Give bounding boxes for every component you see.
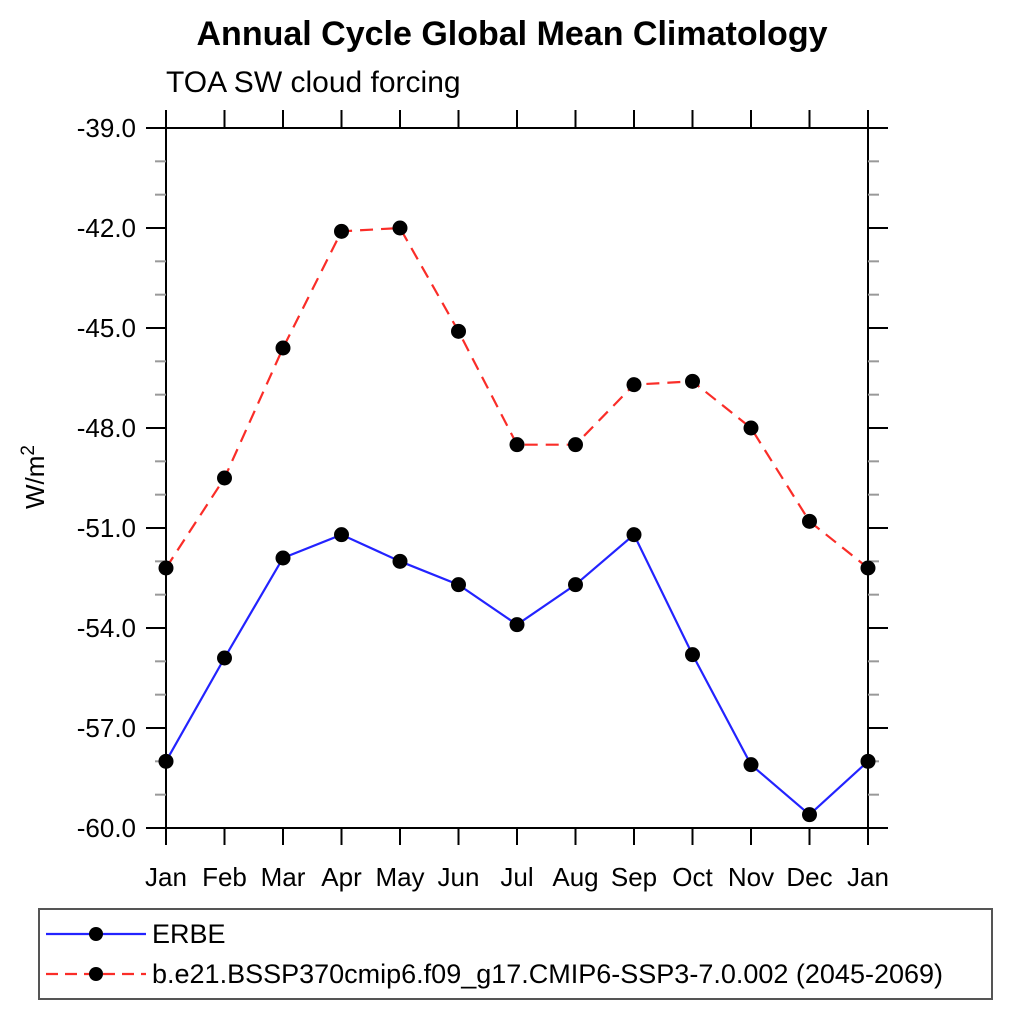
series-0-marker-oct xyxy=(685,647,700,663)
x-tick-label: Sep xyxy=(611,862,657,892)
x-tick-label: Dec xyxy=(786,862,832,892)
y-tick-label: -57.0 xyxy=(77,713,136,743)
series-1-marker-jan xyxy=(158,560,174,576)
x-tick-label: May xyxy=(375,862,424,892)
x-tick-label: Jun xyxy=(438,862,480,892)
series-1-marker-oct xyxy=(685,373,700,389)
y-tick-label: -45.0 xyxy=(77,313,136,343)
x-tick-label: Apr xyxy=(321,862,362,892)
legend-label-erbe: ERBE xyxy=(152,918,226,949)
y-axis-title: W/m2 xyxy=(18,445,50,509)
legend-line-sample-model xyxy=(46,967,146,981)
series-0-marker-sep xyxy=(626,527,642,543)
x-tick-label: Jan xyxy=(145,862,187,892)
series-0-marker-jan xyxy=(860,753,876,769)
chart-subtitle: TOA SW cloud forcing xyxy=(166,66,461,99)
y-tick-label: -60.0 xyxy=(77,813,136,843)
series-0-marker-feb xyxy=(217,650,232,666)
legend-marker xyxy=(89,927,103,941)
x-tick-label: Jul xyxy=(500,862,533,892)
y-tick-label: -51.0 xyxy=(77,513,136,543)
x-tick-label: Aug xyxy=(552,862,598,892)
series-0-marker-apr xyxy=(334,527,349,543)
legend-box: ERBE b.e21.BSSP370cmip6.f09_g17.CMIP6-SS… xyxy=(38,908,993,1000)
series-1-marker-jul xyxy=(509,437,525,453)
series-0-marker-jan xyxy=(158,753,174,769)
series-0-marker-aug xyxy=(568,577,583,593)
series-1-marker-aug xyxy=(568,437,583,453)
series-0-marker-dec xyxy=(802,807,817,823)
series-1-marker-jan xyxy=(860,560,876,576)
legend-line-sample-erbe xyxy=(46,927,146,941)
y-tick-label: -48.0 xyxy=(77,413,136,443)
series-1-marker-may xyxy=(392,220,408,236)
y-tick-label: -54.0 xyxy=(77,613,136,643)
x-tick-label: Mar xyxy=(261,862,306,892)
series-0-marker-may xyxy=(392,553,408,569)
chart-title: Annual Cycle Global Mean Climatology xyxy=(196,15,828,53)
x-tick-label: Nov xyxy=(728,862,774,892)
series-1-marker-nov xyxy=(743,420,759,436)
series-line-0 xyxy=(165,532,869,817)
series-0-marker-mar xyxy=(275,550,291,566)
x-tick-label: Jan xyxy=(847,862,889,892)
series-1-marker-sep xyxy=(626,377,642,393)
series-1-marker-dec xyxy=(802,513,817,529)
series-0-marker-jul xyxy=(509,617,525,633)
y-tick-label: -39.0 xyxy=(77,113,136,143)
legend-label-model: b.e21.BSSP370cmip6.f09_g17.CMIP6-SSP3-7.… xyxy=(152,958,944,989)
series-0-marker-nov xyxy=(743,757,759,773)
series-1-marker-mar xyxy=(275,340,291,356)
legend-marker xyxy=(89,967,103,981)
plot-frame xyxy=(165,127,869,829)
series-1-marker-feb xyxy=(217,470,232,486)
y-tick-label: -42.0 xyxy=(77,213,136,243)
series-0-marker-jun xyxy=(451,577,466,593)
legend-row-erbe: ERBE xyxy=(40,914,991,954)
series-line-1 xyxy=(165,226,869,569)
x-tick-label: Oct xyxy=(672,862,713,892)
x-tick-label: Feb xyxy=(202,862,247,892)
legend-row-model: b.e21.BSSP370cmip6.f09_g17.CMIP6-SSP3-7.… xyxy=(40,954,991,994)
series-1-marker-apr xyxy=(334,223,349,239)
series-1-marker-jun xyxy=(451,323,466,339)
